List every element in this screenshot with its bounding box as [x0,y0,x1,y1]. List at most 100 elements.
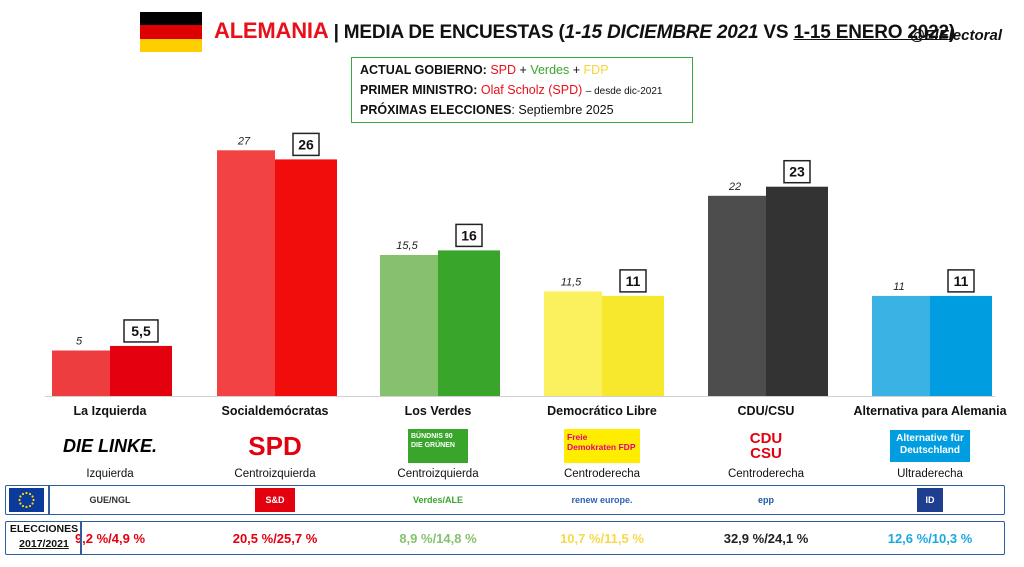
gov-party-2: Verdes [530,63,570,77]
party-logo-text: SPD [248,430,302,461]
election-results: 8,9 %/14,8 % [399,531,477,546]
bar-period-1 [544,291,602,396]
party-name: Socialdemócratas [221,404,329,418]
bar-period-2 [275,159,337,396]
eu-flag-star [25,491,28,495]
data-label-period-2: 26 [298,136,314,152]
data-label-period-2: 11 [954,273,969,289]
gov-joiner-1: + [519,63,527,77]
election-results: 10,7 %/11,5 % [560,531,644,546]
data-label-period-1: 22 [728,181,741,193]
party-logo-icon: BÜNDNIS 90 DIE GRÜNEN [353,428,523,464]
data-label-box-period-2 [123,319,159,343]
party-logo-text: Freie Demokraten FDP [564,429,640,463]
eu-flag-star [21,504,25,508]
election-results: 9,2 %/4,9 % [74,531,146,546]
pm-note: – desde dic-2021 [585,85,663,97]
eu-flag-icon [9,488,44,512]
government-info-box: ACTUAL GOBIERNO: SPD + Verdes + FDP PRIM… [351,57,693,123]
party-ideology: Centroizquierda [234,468,316,480]
eu-flag-star [19,502,22,505]
party-logo-icon: DIE LINKE. [25,428,195,464]
x-axis-line [45,396,995,397]
next-label: PRÓXIMAS ELECCIONES [360,103,512,117]
party-ideology: Centroderecha [727,468,805,480]
eu-group-icon: epp [757,495,774,505]
eu-groups-row [5,485,1005,515]
eu-row-divider [48,485,50,515]
title-prefix: MEDIA DE ENCUESTAS ( [343,22,565,43]
election-results: 12,6 %/10,3 % [887,531,973,546]
elections-label-line1: ELECCIONES [9,523,79,535]
eu-group-icon: Verdes/ALE [412,495,464,505]
bar-period-1 [52,350,110,396]
bar-period-1 [708,195,766,396]
eu-flag-star [28,504,32,508]
gov-party-1: SPD [490,63,517,77]
eu-flag-star [31,495,34,498]
bar-period-2 [110,345,172,396]
eu-flag-star [19,495,22,498]
pm-label: PRIMER MINISTRO: [360,82,478,97]
eu-group-icon: GUE/NGL [89,495,131,505]
data-label-period-1: 27 [237,135,251,147]
title-separator: | [328,22,344,43]
party-name: Democrático Libre [547,404,657,418]
bar-period-2 [602,295,664,396]
next-elections-row: PRÓXIMAS ELECCIONES: Septiembre 2025 [360,103,614,117]
germany-flag-icon [140,12,202,52]
data-label-period-1: 11 [893,281,904,293]
elections-row [5,521,1005,555]
party-logo-icon: Alternative für Deutschland [845,428,1015,464]
prime-minister-row: PRIMER MINISTRO: Olaf Scholz (SPD) – des… [360,81,684,102]
eu-flag-star [21,492,25,496]
data-label-period-2: 5,5 [131,323,151,339]
party-ideology: Centroderecha [563,468,641,480]
data-label-period-2: 11 [626,273,641,289]
title-period-2: 1-15 ENERO 2022 [793,22,949,43]
party-ideology: Centroizquierda [397,468,479,480]
party-logo-icon: Freie Demokraten FDP [517,428,687,464]
party-name: Los Verdes [404,404,472,418]
bar-period-2 [930,295,992,396]
gov-label: ACTUAL GOBIERNO: [360,63,487,77]
eu-group-icon: ID [917,488,943,512]
data-label-box-period-2 [455,223,483,248]
eu-flag-star [25,505,28,509]
page-title: ALEMANIA | MEDIA DE ENCUESTAS (1-15 DICI… [214,18,955,44]
party-name: CDU/CSU [737,404,795,418]
election-results: 32,9 %/24,1 % [723,531,809,546]
data-label-box-period-2 [619,269,647,293]
pm-value: Olaf Scholz (SPD) [480,82,583,97]
bar-period-1 [872,295,930,396]
elections-label: ELECCIONES 2017/2021 [8,522,80,552]
eu-flag-star [18,498,21,502]
party-name: Alternativa para Alemania [853,404,1007,418]
bar-period-2 [438,250,500,396]
gov-joiner-2: + [572,63,581,77]
elections-row-divider [80,521,82,555]
data-label-period-1: 5 [76,336,83,348]
eu-flag-star [31,502,34,505]
data-label-box-period-2 [292,132,320,157]
party-logo-text: CDU CSU [749,430,783,462]
bar-period-1 [217,150,275,396]
party-logo-text: DIE LINKE. [62,435,157,456]
party-name: La Izquierda [73,404,147,418]
party-ideology: Ultraderecha [897,468,963,480]
eu-group-icon: renew europe. [571,495,633,505]
title-suffix: ) [948,22,955,43]
title-country: ALEMANIA [214,18,329,43]
party-ideology: Izquierda [86,468,134,480]
elections-label-line2: 2017/2021 [19,538,69,550]
party-logo-icon: SPD [190,428,360,464]
eu-flag-star [32,498,35,502]
government-row: ACTUAL GOBIERNO: SPD + Verdes + FDP [360,61,684,81]
gov-party-3: FDP [583,63,609,77]
data-label-period-1: 15,5 [396,240,418,252]
party-logo-icon: CDU CSU [681,428,851,464]
data-label-period-1: 11,5 [561,276,582,288]
bar-period-2 [766,186,828,396]
author-handle: @ElElectoral [909,27,1002,44]
data-label-box-period-2 [783,159,811,184]
